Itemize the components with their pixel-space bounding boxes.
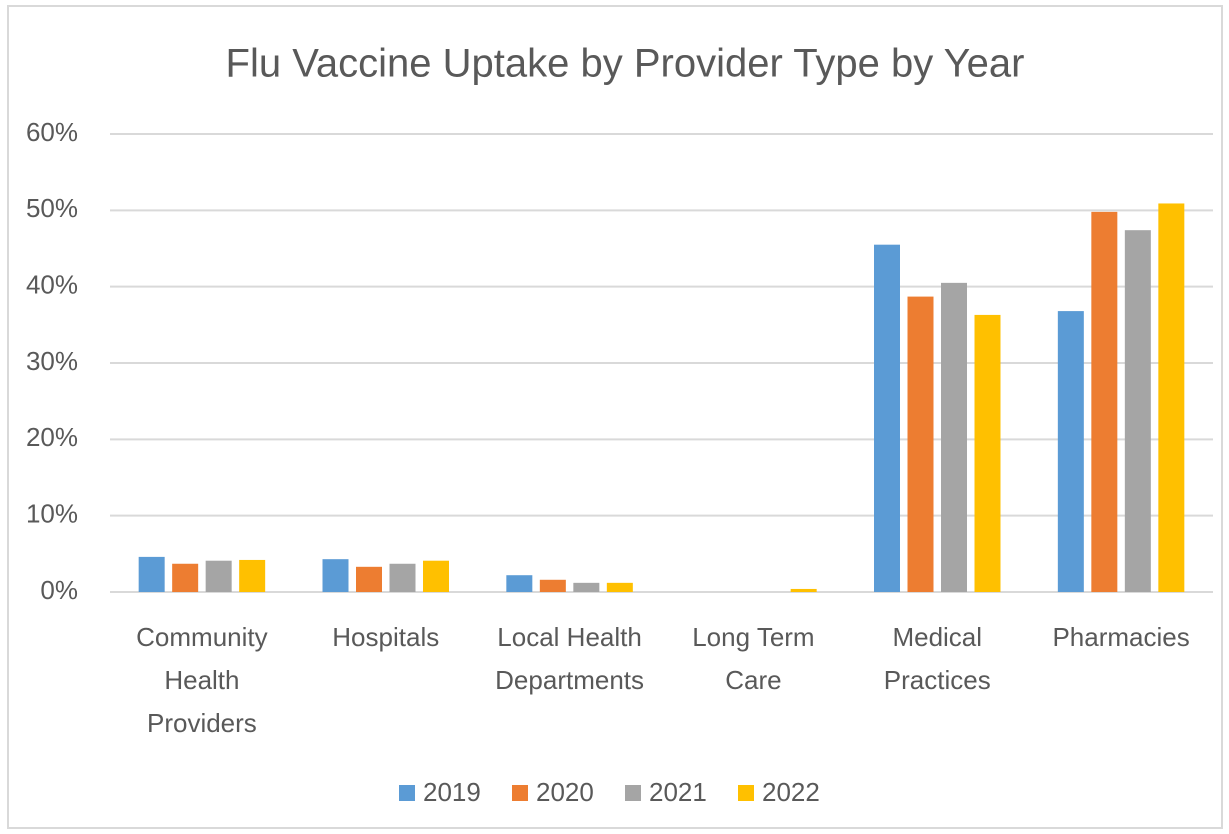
bar	[606, 582, 633, 592]
bar	[322, 559, 349, 592]
legend-label: 2021	[649, 777, 707, 807]
bar	[941, 282, 967, 592]
bar	[1057, 311, 1084, 592]
legend-swatch	[625, 785, 641, 801]
legend-swatch	[399, 785, 415, 801]
bar	[539, 579, 566, 592]
bar	[138, 556, 165, 592]
y-tick-label: 10%	[26, 499, 78, 529]
bar	[506, 575, 533, 592]
chart-border	[7, 5, 1223, 829]
x-tick-label: Long Term Care	[692, 622, 815, 695]
bar	[790, 588, 817, 592]
bar	[907, 296, 934, 592]
bar	[1124, 230, 1151, 592]
legend-label: 2019	[423, 777, 481, 807]
x-tick-label: Community Health Providers	[136, 622, 268, 738]
legend-swatch	[738, 785, 754, 801]
bar	[239, 559, 266, 592]
y-tick-label: 30%	[26, 346, 78, 376]
x-tick-label: Local Health Departments	[495, 622, 644, 695]
chart-title: Flu Vaccine Uptake by Provider Type by Y…	[226, 42, 1025, 86]
y-tick-label: 50%	[26, 193, 78, 223]
bar	[172, 563, 199, 592]
bar	[356, 566, 382, 592]
bar	[389, 563, 416, 592]
y-tick-label: 0%	[40, 575, 78, 605]
y-tick-label: 20%	[26, 422, 78, 452]
bar	[423, 560, 449, 592]
x-tick-label: Medical Practices	[883, 622, 991, 695]
legend-swatch	[512, 785, 528, 801]
bar	[1091, 211, 1118, 593]
bar	[874, 244, 900, 592]
bar	[573, 582, 600, 592]
y-tick-label: 60%	[26, 117, 78, 147]
y-tick-label: 40%	[26, 270, 78, 300]
legend-label: 2022	[762, 777, 820, 807]
x-tick-label: Pharmacies	[1052, 622, 1190, 652]
bar	[205, 560, 232, 592]
legend-label: 2020	[536, 777, 594, 807]
bar	[974, 314, 1001, 592]
x-tick-label: Hospitals	[332, 622, 440, 652]
bar	[1158, 203, 1185, 593]
